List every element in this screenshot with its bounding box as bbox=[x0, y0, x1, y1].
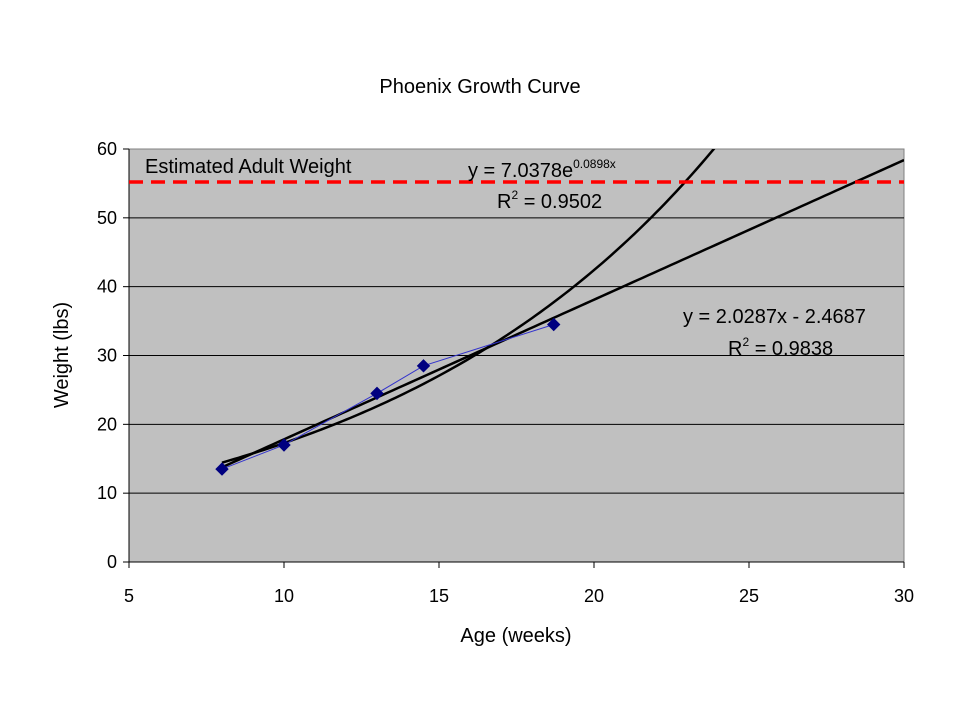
y-tick-label: 60 bbox=[97, 139, 117, 159]
data-point bbox=[215, 462, 229, 476]
reference-line-label: Estimated Adult Weight bbox=[145, 156, 352, 178]
data-point bbox=[370, 386, 384, 401]
x-tick-label: 15 bbox=[429, 586, 449, 606]
series bbox=[215, 317, 561, 476]
axes bbox=[123, 148, 905, 568]
data-point bbox=[416, 359, 431, 373]
linear-trend-equation: y = 2.0287x - 2.4687 bbox=[683, 306, 866, 328]
linear-trend-r2: R2 = 0.9838 bbox=[728, 335, 833, 360]
data-point bbox=[546, 317, 561, 332]
x-tick-label: 10 bbox=[274, 586, 294, 606]
y-tick-label: 10 bbox=[97, 483, 117, 503]
x-tick-label: 30 bbox=[894, 586, 914, 606]
y-tick-label: 20 bbox=[97, 414, 117, 434]
y-axis-label: Weight (lbs) bbox=[51, 302, 73, 408]
plot-content bbox=[129, 149, 904, 476]
x-tick-labels: 5 10 15 20 25 30 bbox=[124, 586, 914, 606]
y-tick-label: 40 bbox=[97, 277, 117, 297]
y-tick-label: 30 bbox=[97, 346, 117, 366]
x-tick-label: 20 bbox=[584, 586, 604, 606]
exp-trend-equation: y = 7.0378e0.0898x bbox=[468, 157, 616, 182]
data-point bbox=[277, 438, 291, 452]
y-tick-label: 0 bbox=[107, 552, 117, 572]
x-axis-label: Age (weeks) bbox=[460, 625, 571, 647]
exp-trend-r2: R2 = 0.9502 bbox=[497, 188, 602, 213]
x-tick-label: 25 bbox=[739, 586, 759, 606]
chart-title: Phoenix Growth Curve bbox=[379, 76, 580, 98]
x-tick-label: 5 bbox=[124, 586, 134, 606]
exponential-trendline bbox=[221, 149, 716, 464]
y-tick-label: 50 bbox=[97, 208, 117, 228]
y-tick-labels: 0 10 20 30 40 50 60 bbox=[97, 139, 117, 572]
